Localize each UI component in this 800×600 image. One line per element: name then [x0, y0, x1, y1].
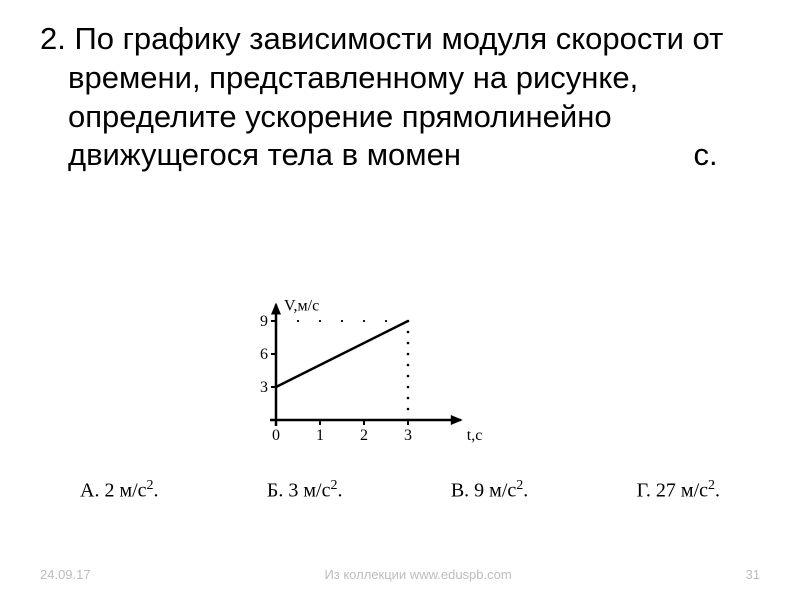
- answer-a: А. 2 м/с2.: [80, 478, 159, 503]
- answer-c: В. 9 м/с2.: [451, 478, 528, 503]
- svg-text:1: 1: [316, 427, 324, 444]
- slide: 2. По графику зависимости модуля скорост…: [0, 0, 800, 600]
- answer-options: А. 2 м/с2. Б. 3 м/с2. В. 9 м/с2. Г. 27 м…: [80, 478, 720, 503]
- answer-d: Г. 27 м/с2.: [637, 478, 720, 503]
- footer-source: Из коллекции www.eduspb.com: [91, 567, 746, 582]
- svg-text:3: 3: [260, 379, 268, 396]
- svg-text:3: 3: [404, 427, 412, 444]
- question-gap: [470, 137, 685, 172]
- question-number: 2.: [40, 21, 66, 56]
- svg-text:2: 2: [360, 427, 368, 444]
- question-tail-unit: с.: [694, 137, 718, 172]
- velocity-time-chart: 3 6 9 0 1 2 3 V,м/c t,c: [240, 290, 490, 455]
- footer: 24.09.17 Из коллекции www.eduspb.com 31: [0, 567, 800, 582]
- answer-b: Б. 3 м/с2.: [267, 478, 343, 503]
- chart-svg: 3 6 9 0 1 2 3 V,м/c t,c: [240, 290, 490, 450]
- svg-text:9: 9: [260, 313, 268, 330]
- footer-page: 31: [746, 567, 760, 582]
- question-text: 2. По графику зависимости модуля скорост…: [40, 20, 760, 175]
- footer-date: 24.09.17: [40, 567, 91, 582]
- svg-text:t,c: t,c: [467, 427, 483, 444]
- svg-text:6: 6: [260, 346, 268, 363]
- svg-text:0: 0: [272, 427, 280, 444]
- svg-text:V,м/c: V,м/c: [284, 298, 319, 315]
